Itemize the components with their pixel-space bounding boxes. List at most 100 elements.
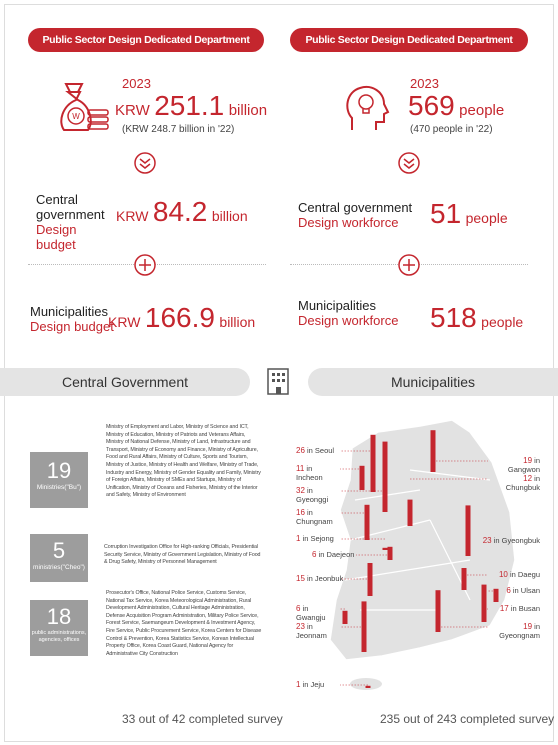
amount: 51 bbox=[430, 198, 462, 229]
group-text: Ministry of Employment and Labor, Minist… bbox=[106, 424, 261, 499]
budget-year: 2023 bbox=[122, 76, 151, 91]
svg-text:W: W bbox=[72, 112, 80, 121]
region-bar bbox=[359, 465, 365, 490]
workforce-title: Public Sector Design Dedicated Departmen… bbox=[290, 28, 528, 70]
municipal-workforce-label: Municipalities Design workforce bbox=[298, 298, 418, 328]
municipal-budget-label: Municipalities Design budget bbox=[30, 304, 120, 334]
group-label: ministries("Cheo") bbox=[33, 564, 85, 571]
budget-note: (KRW 248.7 billion in '22) bbox=[122, 124, 235, 135]
group-count: 5 bbox=[52, 538, 66, 563]
label: Central government bbox=[36, 192, 105, 222]
region-count: 23 bbox=[296, 622, 305, 631]
region-bar bbox=[481, 584, 487, 622]
korea-outline bbox=[329, 419, 516, 661]
region-label: 12 in Chungbuk bbox=[496, 474, 540, 492]
amount: 84.2 bbox=[152, 196, 208, 227]
region-count: 11 bbox=[296, 464, 305, 473]
region-label: 11 in Incheon bbox=[296, 464, 340, 482]
budget-title: Public Sector Design Dedicated Departmen… bbox=[28, 28, 264, 70]
chevron-icon bbox=[134, 152, 156, 174]
amount: 251.1 bbox=[154, 90, 225, 121]
municipal-survey: 235 out of 243 completed survey bbox=[380, 712, 555, 726]
region-count: 32 bbox=[296, 486, 305, 495]
region-label: 10 in Daegu bbox=[480, 570, 540, 579]
region-bar bbox=[407, 499, 413, 526]
central-workforce-value: 51 people bbox=[430, 198, 508, 230]
group-box: 19 Ministries("Bu") bbox=[30, 452, 88, 508]
label: Municipalities bbox=[30, 304, 109, 319]
region-name: in Ulsan bbox=[512, 586, 540, 595]
region-count: 19 bbox=[523, 622, 533, 631]
region-label: 19 in Gyeongnam bbox=[496, 622, 540, 640]
building-icon bbox=[267, 368, 289, 395]
region-bar bbox=[361, 601, 367, 652]
region-bar bbox=[365, 685, 371, 688]
region-bar bbox=[382, 441, 388, 512]
money-icon: W bbox=[60, 83, 109, 131]
region-label: 6 in Gwangju bbox=[296, 604, 340, 622]
region-name: in Gyeongbuk bbox=[493, 536, 540, 545]
region-label: 26 in Seoul bbox=[296, 446, 356, 455]
region-bar bbox=[461, 568, 467, 590]
group-box: 18 public administrations, agencies, off… bbox=[30, 600, 88, 656]
amount: 518 bbox=[430, 302, 477, 333]
region-name: in Daejeon bbox=[318, 550, 355, 559]
region-count: 6 bbox=[506, 586, 511, 595]
region-label: 23 in Jeonnam bbox=[296, 622, 340, 640]
region-name: in Jeonnam bbox=[296, 622, 327, 640]
region-bar bbox=[493, 588, 499, 602]
currency: KRW bbox=[116, 208, 149, 224]
workforce-total: 569 people bbox=[408, 90, 504, 122]
group-text: Corruption Investigation Office for High… bbox=[104, 544, 261, 566]
region-name: in Gyeongnam bbox=[499, 622, 540, 640]
unit: billion bbox=[228, 102, 268, 119]
region-count: 23 bbox=[482, 536, 492, 545]
region-count: 1 bbox=[296, 534, 301, 543]
region-count: 6 bbox=[296, 604, 301, 613]
region-label: 15 in Jeonbuk bbox=[296, 574, 356, 583]
region-name: in Gwangju bbox=[296, 604, 326, 622]
currency: KRW bbox=[115, 102, 150, 119]
central-survey: 33 out of 42 completed survey bbox=[122, 712, 283, 726]
central-workforce-label: Central government Design workforce bbox=[298, 200, 418, 230]
budget-total: KRW 251.1 billion bbox=[115, 90, 267, 122]
amount: 569 bbox=[408, 90, 455, 121]
currency: KRW bbox=[108, 314, 141, 330]
municipal-workforce-value: 518 people bbox=[430, 302, 523, 334]
region-label: 32 in Gyeonggi bbox=[296, 486, 340, 504]
region-name: in Chungbuk bbox=[505, 474, 540, 492]
region-count: 12 bbox=[523, 474, 533, 483]
region-count: 26 bbox=[296, 446, 305, 455]
sublabel: Design budget bbox=[36, 222, 77, 252]
sublabel: Design budget bbox=[30, 319, 114, 334]
idea-icon bbox=[346, 86, 390, 130]
central-tab: Central Government bbox=[0, 368, 250, 396]
region-bar bbox=[342, 610, 348, 624]
unit: people bbox=[459, 102, 505, 119]
unit: billion bbox=[219, 314, 256, 330]
region-name: in Jeonbuk bbox=[307, 574, 344, 583]
region-name: in Chungnam bbox=[296, 508, 333, 526]
region-count: 1 bbox=[296, 680, 301, 689]
unit: billion bbox=[211, 208, 248, 224]
region-label: 17 in Busan bbox=[480, 604, 540, 613]
region-count: 19 bbox=[523, 456, 533, 465]
workforce-year: 2023 bbox=[410, 76, 439, 91]
region-count: 15 bbox=[296, 574, 305, 583]
region-bar bbox=[465, 505, 471, 556]
region-name: in Gyeonggi bbox=[296, 486, 329, 504]
region-count: 17 bbox=[499, 604, 509, 613]
region-bar bbox=[382, 547, 388, 550]
region-bar bbox=[387, 546, 393, 560]
group-text: Prosecutor's Office, National Police Ser… bbox=[106, 590, 262, 657]
central-budget-label: Central government Design budget bbox=[36, 192, 116, 252]
region-name: in Daegu bbox=[509, 570, 540, 579]
sublabel: Design workforce bbox=[298, 215, 399, 230]
region-label: 23 in Gyeongbuk bbox=[480, 536, 540, 545]
amount: 166.9 bbox=[144, 302, 215, 333]
unit: people bbox=[481, 314, 524, 330]
jeju-island bbox=[350, 678, 382, 690]
region-label: 16 in Chungnam bbox=[296, 508, 340, 526]
